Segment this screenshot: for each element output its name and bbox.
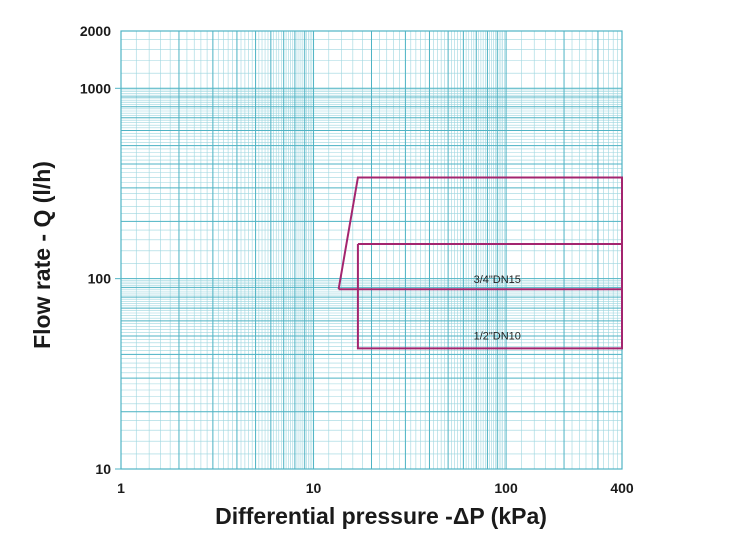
x-tick-label: 1 [117, 480, 125, 496]
series-layer [337, 176, 623, 350]
y-tick-label: 100 [88, 271, 112, 287]
y-tick-label: 1000 [80, 80, 111, 96]
x-tick-label: 100 [494, 480, 518, 496]
y-axis-title: Flow rate - Q (l/h) [29, 161, 55, 349]
series-outline-dn10 [356, 243, 623, 350]
y-tick-label: 2000 [80, 23, 111, 39]
x-axis-title: Differential pressure -ΔP (kPa) [215, 503, 547, 529]
series-outline-dn15 [337, 176, 623, 291]
major-grid [115, 30, 623, 470]
x-tick-label: 10 [306, 480, 322, 496]
series-label-dn10: 1/2"DN10 [474, 330, 521, 342]
labels-layer: 3/4"DN15 1/2"DN10 1 10 100 400 10 100 1000 2000 [80, 23, 634, 496]
y-tick-label: 10 [95, 461, 111, 477]
series-label-dn15: 3/4"DN15 [474, 274, 521, 286]
x-tick-label: 400 [610, 480, 634, 496]
